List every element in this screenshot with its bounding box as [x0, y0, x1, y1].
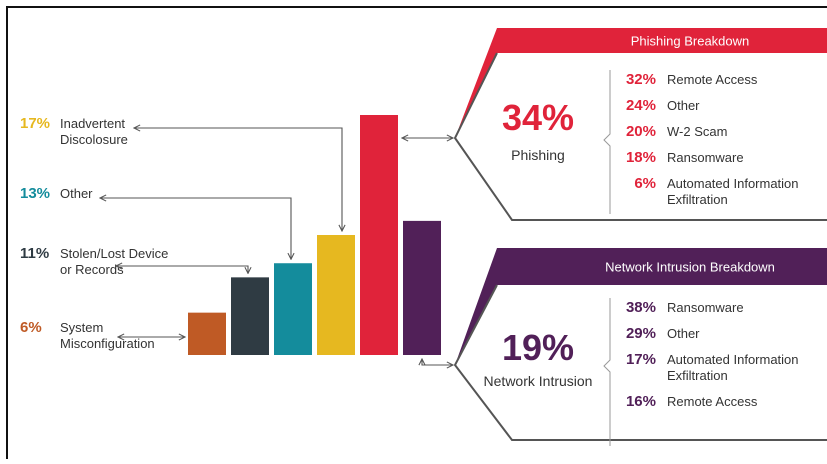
item-label-intrusion: Other [667, 326, 700, 341]
label-text-misconfig: Misconfiguration [60, 336, 155, 351]
item-label-phishing: Ransomware [667, 150, 744, 165]
label-pct-other: 13% [20, 185, 50, 202]
label-text-inadvertent: Inadvertent [60, 116, 125, 131]
item-label-intrusion: Exfiltration [667, 368, 728, 383]
item-label-intrusion: Automated Information [667, 352, 799, 367]
label-pct-stolen: 11% [20, 245, 49, 262]
connector-intrusion [422, 359, 453, 365]
banner-intrusion [455, 248, 827, 365]
panel-frame-intrusion [453, 284, 827, 441]
big-name-phishing: Phishing [511, 147, 565, 163]
item-pct-intrusion: 17% [626, 351, 656, 368]
item-pct-phishing: 20% [626, 123, 656, 140]
label-text-other: Other [60, 186, 93, 201]
bar-inadvertent [317, 235, 355, 355]
item-pct-intrusion: 38% [626, 299, 656, 316]
item-label-phishing: W-2 Scam [667, 124, 727, 139]
connector-stolen [116, 266, 248, 273]
bracket-phishing [603, 70, 611, 214]
item-label-intrusion: Remote Access [667, 394, 758, 409]
item-pct-phishing: 6% [634, 175, 656, 192]
bar-other [274, 263, 312, 355]
label-text-stolen: or Records [60, 262, 124, 277]
frame-border [6, 6, 827, 459]
item-label-phishing: Other [667, 98, 700, 113]
label-text-inadvertent: Discolosure [60, 132, 128, 147]
panel-header-phishing: Phishing Breakdown [631, 34, 750, 49]
big-pct-intrusion: 19% [502, 327, 574, 368]
label-text-misconfig: System [60, 320, 103, 335]
item-pct-phishing: 18% [626, 149, 656, 166]
bar-intrusion [403, 220, 441, 355]
item-label-phishing: Remote Access [667, 72, 758, 87]
item-pct-phishing: 24% [626, 97, 656, 114]
bar-misconfig [188, 312, 226, 355]
panel-header-intrusion: Network Intrusion Breakdown [605, 260, 775, 275]
item-label-intrusion: Ransomware [667, 300, 744, 315]
big-pct-phishing: 34% [502, 97, 574, 138]
connector-inadvertent [134, 128, 342, 231]
banner-phishing [455, 28, 827, 138]
big-name-intrusion: Network Intrusion [484, 373, 593, 389]
panel-frame-phishing [453, 52, 827, 221]
label-text-stolen: Stolen/Lost Device [60, 246, 168, 261]
item-label-phishing: Exfiltration [667, 192, 728, 207]
bar-phishing [360, 115, 398, 355]
bracket-intrusion [603, 298, 611, 446]
connector-other [100, 198, 291, 259]
item-pct-intrusion: 29% [626, 325, 656, 342]
bar-stolen [231, 277, 269, 355]
label-pct-misconfig: 6% [20, 319, 42, 336]
item-pct-phishing: 32% [626, 71, 656, 88]
label-pct-inadvertent: 17% [20, 115, 50, 132]
item-label-phishing: Automated Information [667, 176, 799, 191]
item-pct-intrusion: 16% [626, 393, 656, 410]
